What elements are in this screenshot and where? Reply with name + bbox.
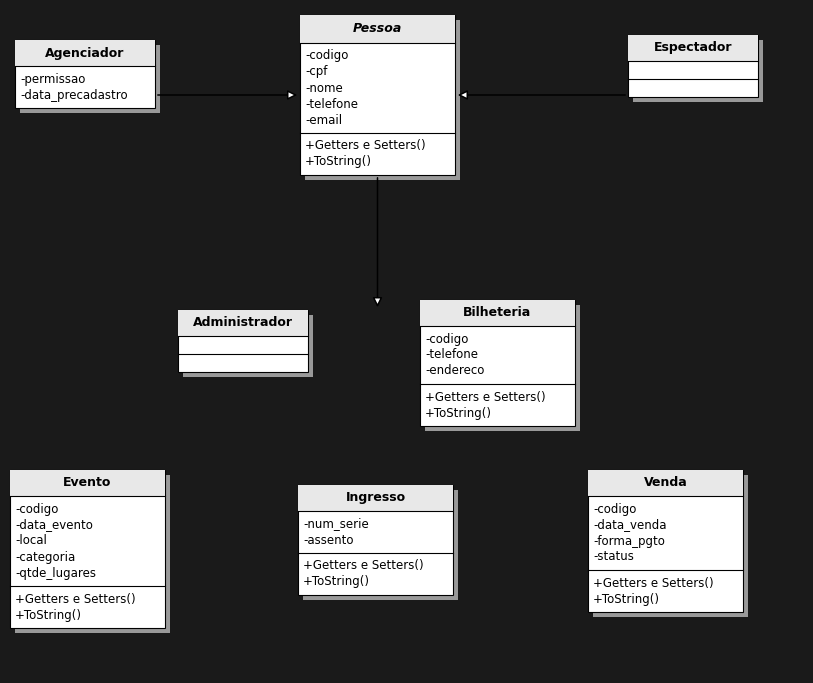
Text: -assento: -assento	[303, 533, 354, 546]
Text: -endereco: -endereco	[425, 365, 485, 378]
Text: +ToString(): +ToString()	[303, 576, 370, 589]
Text: Venda: Venda	[644, 477, 687, 490]
Bar	[15, 40, 155, 108]
Bar	[588, 470, 743, 496]
Text: -data_venda: -data_venda	[593, 518, 667, 531]
Bar	[183, 315, 313, 377]
Text: -data_precadastro: -data_precadastro	[20, 89, 128, 102]
Text: -forma_pgto: -forma_pgto	[593, 535, 665, 548]
Text: -data_evento: -data_evento	[15, 518, 93, 531]
Text: Pessoa: Pessoa	[353, 23, 402, 36]
Bar	[15, 40, 155, 66]
Bar	[10, 470, 165, 628]
Bar	[178, 310, 308, 336]
Text: Agenciador: Agenciador	[46, 46, 124, 59]
Bar	[298, 485, 453, 595]
Bar	[420, 300, 575, 426]
Bar	[300, 15, 455, 43]
Bar	[588, 470, 743, 612]
Bar	[425, 305, 580, 431]
Text: -email: -email	[305, 113, 342, 126]
Text: Ingresso: Ingresso	[346, 492, 406, 505]
Text: -local: -local	[15, 535, 47, 548]
Text: -categoria: -categoria	[15, 550, 76, 563]
Text: -codigo: -codigo	[305, 49, 349, 63]
Text: -nome: -nome	[305, 81, 343, 94]
Bar	[303, 490, 458, 600]
Bar	[420, 300, 575, 326]
Text: -codigo: -codigo	[593, 503, 637, 516]
Text: -cpf: -cpf	[305, 66, 328, 79]
Text: -status: -status	[593, 550, 634, 563]
Bar	[305, 20, 460, 180]
Bar	[178, 310, 308, 372]
Text: -permissao: -permissao	[20, 72, 85, 85]
Text: +Getters e Setters(): +Getters e Setters()	[15, 592, 136, 606]
Text: +ToString(): +ToString()	[305, 156, 372, 169]
Text: Administrador: Administrador	[193, 316, 293, 329]
Bar	[628, 35, 758, 97]
Text: +Getters e Setters(): +Getters e Setters()	[303, 559, 424, 572]
Text: -telefone: -telefone	[425, 348, 478, 361]
Bar	[15, 475, 170, 633]
Text: -qtde_lugares: -qtde_lugares	[15, 566, 96, 579]
Text: +ToString(): +ToString()	[425, 406, 492, 419]
Text: Espectador: Espectador	[654, 42, 733, 55]
Bar	[593, 475, 748, 617]
Text: +ToString(): +ToString()	[15, 609, 82, 622]
Text: -telefone: -telefone	[305, 98, 358, 111]
Bar	[298, 485, 453, 511]
Text: -codigo: -codigo	[425, 333, 468, 346]
Text: +Getters e Setters(): +Getters e Setters()	[593, 576, 714, 589]
Text: -num_serie: -num_serie	[303, 518, 369, 531]
Bar	[633, 40, 763, 102]
Bar	[10, 470, 165, 496]
Text: Evento: Evento	[63, 477, 111, 490]
Text: +Getters e Setters(): +Getters e Setters()	[425, 391, 546, 404]
Text: Bilheteria: Bilheteria	[463, 307, 532, 320]
Bar	[628, 35, 758, 61]
Text: +ToString(): +ToString()	[593, 592, 660, 606]
Bar	[20, 45, 160, 113]
Text: -codigo: -codigo	[15, 503, 59, 516]
Bar	[300, 15, 455, 175]
Text: +Getters e Setters(): +Getters e Setters()	[305, 139, 426, 152]
